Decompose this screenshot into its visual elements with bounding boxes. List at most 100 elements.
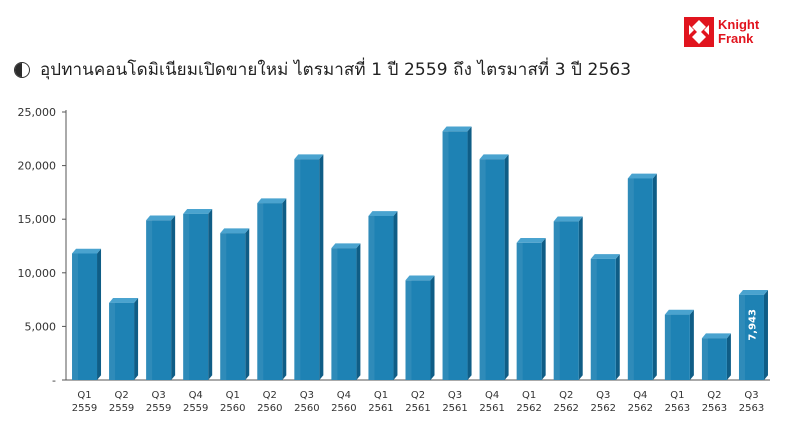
bar-group	[553, 216, 583, 380]
x-tick-label-quarter: Q4	[189, 390, 203, 401]
bar	[257, 203, 283, 380]
bar-highlight	[553, 221, 560, 380]
x-tick-label-quarter: Q4	[337, 390, 351, 401]
y-tick-label: 10,000	[18, 267, 57, 280]
bar-side	[134, 298, 139, 380]
y-tick-label: 25,000	[18, 106, 57, 119]
x-tick-label-quarter: Q3	[300, 390, 314, 401]
bar-group	[220, 228, 250, 380]
bar-group	[294, 154, 324, 380]
x-tick-label-quarter: Q1	[670, 390, 684, 401]
x-tick-label-year: 2559	[183, 403, 208, 414]
knight-frank-logo: Knight Frank	[684, 17, 759, 47]
bar-group	[257, 198, 287, 380]
bar-group	[442, 126, 472, 380]
bar-side	[245, 228, 250, 380]
bar-side	[319, 154, 324, 380]
bar	[405, 280, 431, 380]
x-tick-label-year: 2560	[294, 403, 319, 414]
bar-highlight	[183, 213, 190, 380]
bar-group	[664, 309, 694, 380]
x-tick-label-quarter: Q1	[522, 390, 536, 401]
bar	[146, 220, 172, 380]
x-tick-label-quarter: Q1	[374, 390, 388, 401]
bar-side	[282, 198, 287, 380]
bar	[701, 338, 727, 380]
bar-top	[590, 254, 620, 259]
bar-group	[627, 173, 657, 380]
x-tick-label-year: 2559	[109, 403, 134, 414]
bar-group	[738, 290, 768, 380]
bar	[664, 314, 690, 380]
x-tick-label-year: 2563	[739, 403, 764, 414]
bar	[627, 178, 653, 380]
bar-top	[479, 154, 509, 160]
bar-group	[701, 333, 731, 380]
bar-top	[405, 275, 435, 281]
x-tick-label-year: 2559	[72, 403, 97, 414]
data-label: 7,943	[747, 309, 758, 341]
bar-group	[109, 298, 139, 380]
bar	[109, 302, 135, 380]
bar-side	[356, 243, 361, 380]
bar-top	[516, 237, 546, 243]
bar	[331, 248, 357, 380]
bar	[294, 159, 320, 380]
bar-side	[393, 211, 398, 380]
bar-side	[689, 309, 694, 380]
bar-group	[590, 254, 620, 380]
y-tick-label: -	[52, 374, 56, 387]
x-tick-label-quarter: Q2	[114, 390, 128, 401]
bar-highlight	[220, 233, 227, 380]
bar-side	[578, 216, 583, 380]
bar-highlight	[479, 159, 486, 380]
bar-highlight	[294, 159, 301, 380]
bar-top	[738, 290, 768, 295]
x-tick-label-quarter: Q3	[596, 390, 610, 401]
bar-top	[294, 154, 324, 160]
bar	[220, 233, 246, 380]
bar-group	[479, 154, 509, 380]
x-tick-label-year: 2560	[220, 403, 245, 414]
bar-top	[664, 309, 694, 315]
chart-title: อุปทานคอนโดมิเนียมเปิดขายใหม่ ไตรมาสที่ …	[40, 60, 632, 80]
bar-side	[171, 215, 176, 380]
x-tick-label-year: 2561	[442, 403, 467, 414]
bar-highlight	[664, 314, 671, 380]
bar-highlight	[738, 294, 745, 380]
x-tick-label-year: 2561	[368, 403, 393, 414]
x-tick-label-year: 2562	[628, 403, 653, 414]
bar-top	[183, 209, 213, 214]
x-tick-label-year: 2562	[591, 403, 616, 414]
bar-top	[109, 298, 139, 303]
bar-highlight	[516, 242, 523, 380]
bar	[738, 294, 764, 380]
y-tick-label: 5,000	[25, 320, 57, 333]
x-tick-label-year: 2562	[553, 403, 578, 414]
bar-highlight	[72, 253, 79, 380]
x-tick-label-quarter: Q3	[152, 390, 166, 401]
x-tick-label-year: 2560	[257, 403, 282, 414]
chart-title-row: อุปทานคอนโดมิเนียมเปิดขายใหม่ ไตรมาสที่ …	[14, 56, 631, 83]
bar	[183, 213, 209, 380]
bar-top	[553, 216, 583, 222]
x-tick-label-quarter: Q4	[485, 390, 499, 401]
bar-highlight	[146, 220, 153, 380]
bar	[72, 253, 98, 380]
bar-top	[220, 228, 250, 234]
bar-side	[467, 126, 472, 380]
bar-top	[146, 215, 176, 221]
bar-side	[97, 248, 102, 380]
bar-group	[72, 248, 102, 380]
x-tick-label-quarter: Q2	[707, 390, 721, 401]
bar-side	[208, 209, 213, 380]
x-tick-label-quarter: Q3	[744, 390, 758, 401]
x-tick-label-year: 2561	[405, 403, 430, 414]
x-tick-label-quarter: Q2	[263, 390, 277, 401]
bar-group	[516, 237, 546, 380]
bar-highlight	[627, 178, 634, 380]
x-tick-label-year: 2559	[146, 403, 171, 414]
y-tick-label: 15,000	[18, 213, 57, 226]
bar	[368, 215, 394, 380]
